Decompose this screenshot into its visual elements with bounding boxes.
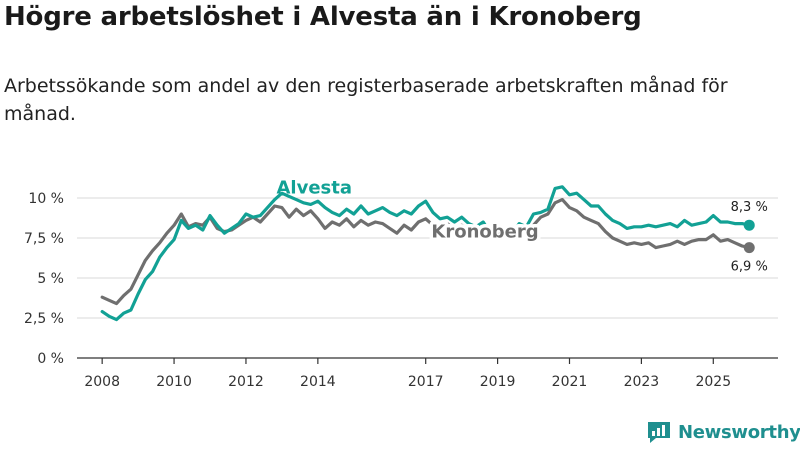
- x-tick-label: 2014: [300, 374, 336, 390]
- series-label-alvesta: Alvesta: [277, 177, 353, 198]
- y-tick-label: 10 %: [28, 191, 64, 207]
- grid-lines: [77, 197, 778, 319]
- x-tick-label: 2021: [552, 374, 588, 390]
- y-tick-label: 0 %: [37, 351, 64, 367]
- x-tick-label: 2019: [480, 374, 516, 390]
- end-value-label-kronoberg: 6,9 %: [731, 260, 768, 275]
- axes: 0 % 2,5 % 5 % 7,5 % 10 % 2008 2010 2012 2014 2017…: [24, 191, 778, 390]
- newsworthy-logo-icon: [648, 422, 670, 443]
- series-line-kronoberg: [100, 198, 751, 306]
- series-label-kronoberg: Kronoberg: [431, 222, 538, 243]
- x-tick-label: 2017: [408, 374, 444, 390]
- chart-title: Högre arbetslöshet i Alvesta än i Kronob…: [4, 2, 642, 32]
- x-tick-label: 2025: [695, 374, 731, 390]
- y-tick-label: 7,5 %: [24, 231, 64, 247]
- end-point-kronoberg: [743, 242, 755, 254]
- series-line-alvesta: [100, 185, 751, 322]
- y-tick-label: 2,5 %: [24, 311, 64, 327]
- x-tick-label: 2023: [624, 374, 660, 390]
- series-label-kronoberg-halo: Kronoberg: [431, 222, 538, 243]
- brand-logo: Newsworthy: [646, 420, 800, 444]
- end-value-label-alvesta: 8,3 %: [731, 200, 768, 215]
- series-lines: [100, 185, 755, 322]
- x-tick-label: 2012: [228, 374, 264, 390]
- end-point-alvesta: [743, 219, 755, 231]
- x-tick-label: 2010: [156, 374, 192, 390]
- brand-name: Newsworthy: [678, 421, 800, 443]
- y-tick-label: 5 %: [37, 271, 64, 287]
- chart-subtitle: Arbetssökande som andel av den registerb…: [4, 75, 728, 125]
- x-tick-label: 2008: [84, 374, 120, 390]
